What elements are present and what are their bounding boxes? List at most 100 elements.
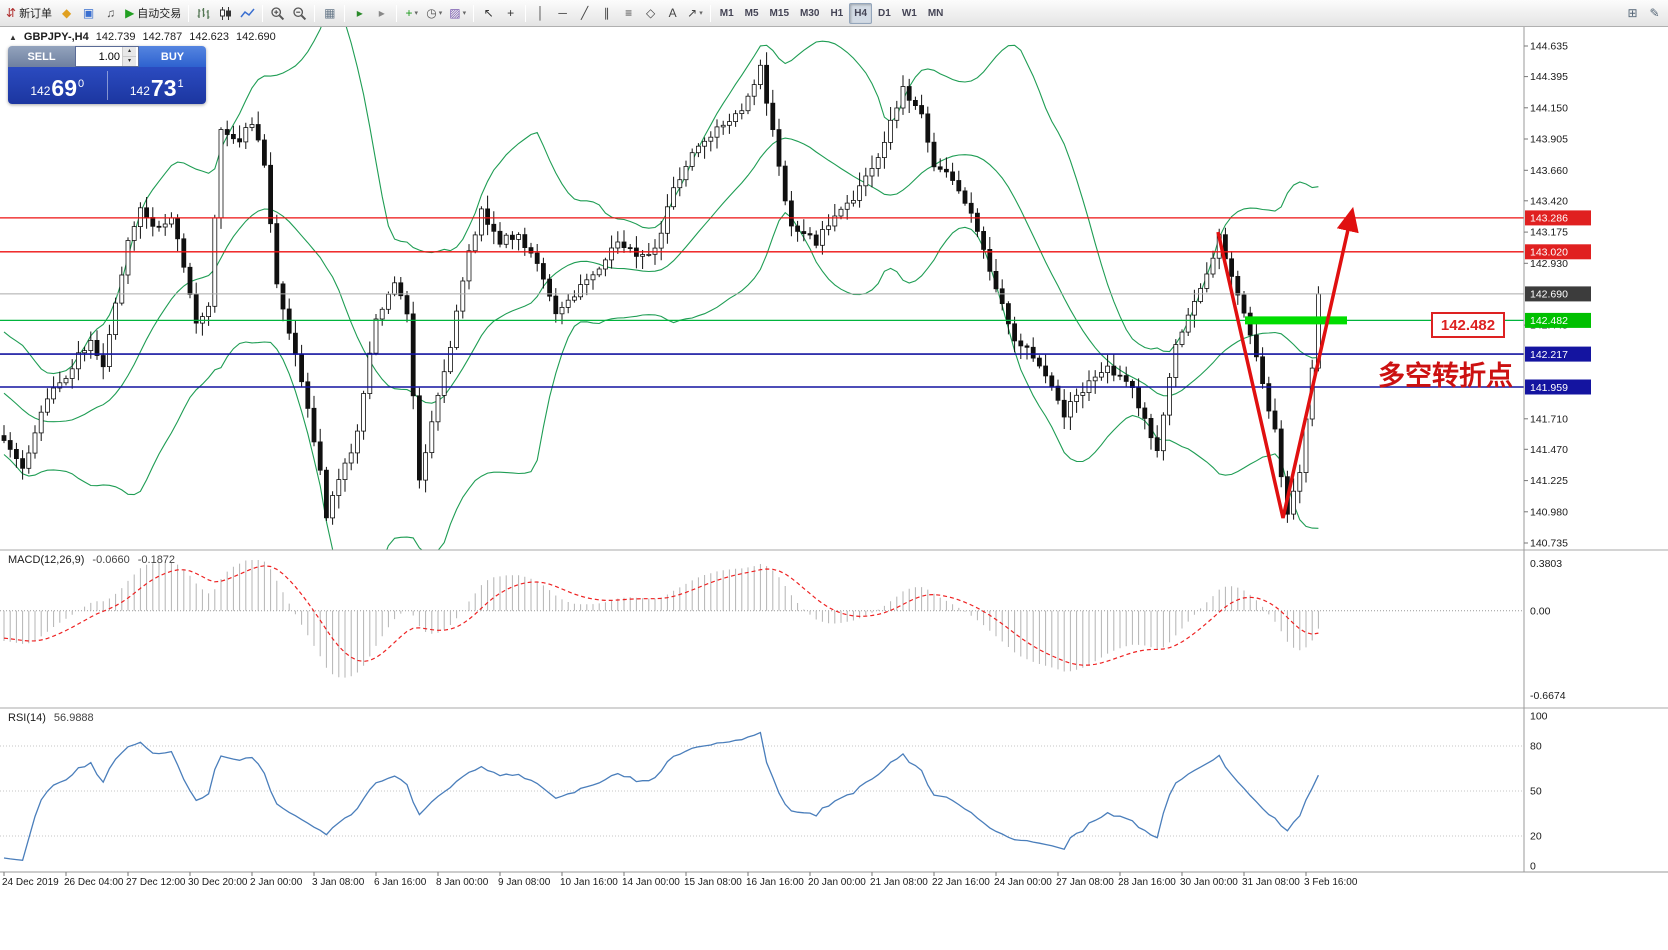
volume-down-button[interactable]: ▾ [123,56,136,66]
tile-windows-icon[interactable]: ▦ [319,3,340,24]
buy-button[interactable]: BUY [139,46,206,67]
templates-icon: ▨ [449,6,461,20]
channel-icon: ∥ [603,6,610,20]
svg-text:20: 20 [1530,831,1542,843]
svg-text:144.635: 144.635 [1530,41,1568,53]
new-chart-icon: ⊞ [1627,6,1638,20]
chart-edit-icon[interactable]: ✎ [1644,3,1665,24]
templates-icon[interactable]: ▨ ▾ [446,3,469,24]
indicators-icon[interactable]: + ▾ [401,3,422,24]
channel-icon[interactable]: ∥ [596,3,617,24]
volume-input[interactable] [76,47,122,66]
text-icon[interactable]: A [662,3,683,24]
candlestick-chart-icon[interactable] [215,3,236,24]
timeframe-mn-button[interactable]: MN [927,7,944,19]
new-order-button: ⇵ [6,6,17,20]
sell-price-pips: 69 [51,75,77,102]
svg-text:30 Dec 20:00: 30 Dec 20:00 [188,877,248,888]
collapse-trade-panel-icon[interactable]: ▲ [9,32,17,42]
autotrading-button[interactable]: ▶ 自动交易 [122,3,184,24]
rsi-line [3,731,1319,862]
svg-text:143.020: 143.020 [1530,247,1568,259]
ohlc-high: 142.787 [142,31,183,43]
chart-canvas[interactable]: 多空转折点 142.482 144.635 144.395 144.150 143.905… [0,27,1668,950]
candlestick-chart-icon [218,6,233,21]
sell-price-base: 142 [30,84,51,98]
time-axis[interactable]: 24 Dec 2019 26 Dec 04:00 27 Dec 12:00 30 De… [0,871,1668,888]
timeframe-m1-button[interactable]: M1 [719,7,734,19]
sell-button[interactable]: SELL [8,46,75,67]
price-axis[interactable]: 144.635 144.395 144.150 143.905 143.660 143.4… [1523,27,1591,873]
crosshair-icon: + [507,6,515,20]
timeframe-h1-button[interactable]: H1 [830,7,844,19]
toolbar-separator [188,4,190,22]
zoom-out-icon[interactable] [289,3,310,24]
depth-of-market-icon[interactable]: ▣ [78,3,99,24]
svg-text:144.395: 144.395 [1530,71,1568,83]
line-chart-icon[interactable] [237,3,258,24]
sell-price-frac: 0 [78,78,85,90]
auto-scroll-icon[interactable]: ▸ [349,3,370,24]
new-order-button[interactable]: ⇵ 新订单 [3,3,55,24]
tile-windows-icon: ▦ [324,6,336,20]
timeframe-h4-button[interactable]: H4 [849,2,873,24]
bid-ask-prices: 142 69 0 142 73 1 [8,67,206,104]
bar-chart-icon [196,6,211,21]
volume-spinner: ▴ ▾ [122,47,136,66]
chart-drawings[interactable]: 多空转折点 142.482 [1216,206,1513,519]
macd-name: MACD(12,26,9) [8,554,85,566]
fibonacci-icon[interactable]: ≡ [618,3,639,24]
arrows-icon: ↗ [687,6,698,20]
line-chart-icon [240,6,255,21]
volume-up-button[interactable]: ▴ [123,47,136,56]
svg-text:8 Jan 00:00: 8 Jan 00:00 [436,877,489,888]
svg-text:50: 50 [1530,786,1542,798]
zoom-in-icon[interactable] [267,3,288,24]
periods-icon[interactable]: ◷ ▾ [423,3,445,24]
svg-text:20 Jan 00:00: 20 Jan 00:00 [808,877,866,888]
cursor-icon[interactable]: ↖ [478,3,499,24]
horizontal-line-icon[interactable]: ─ [552,3,573,24]
price-callout-text: 142.482 [1441,317,1495,334]
chart-edit-icon: ✎ [1649,6,1660,20]
svg-text:142.482: 142.482 [1530,315,1568,327]
buy-price-frac: 1 [177,78,184,90]
svg-text:6 Jan 16:00: 6 Jan 16:00 [374,877,427,888]
bar-chart-icon[interactable] [193,3,214,24]
timeframe-m15-button[interactable]: M15 [769,7,789,19]
buy-price-display[interactable]: 142 73 1 [108,67,207,104]
shapes-icon[interactable]: ◇ [640,3,661,24]
svg-text:22 Jan 16:00: 22 Jan 16:00 [932,877,990,888]
auto-scroll-icon: ▸ [356,6,363,20]
timeframe-w1-button[interactable]: W1 [901,7,917,19]
svg-text:2 Jan 00:00: 2 Jan 00:00 [250,877,303,888]
rsi-name: RSI(14) [8,712,46,724]
horizontal-level-lines[interactable] [0,217,1524,388]
toolbar: ⇵ 新订单 ◆ ▣ ♫ ▶ 自动交易 ▦ ▸ ▸ + ▾ ◷ ▾ ▨ ▾ ↖ + │ ─ ╱ ∥ ≡ ◇ A ↗ ▾ M1 M5 M15 M… [0,0,1668,27]
arrows-icon[interactable]: ↗ ▾ [684,3,706,24]
toolbar-separator [709,4,711,22]
symbols-icon[interactable]: ◆ [56,3,77,24]
svg-text:27 Jan 08:00: 27 Jan 08:00 [1056,877,1114,888]
indicators-icon: + [405,6,413,20]
sell-price-display[interactable]: 142 69 0 [8,67,107,104]
timeframe-m30-button[interactable]: M30 [800,7,820,19]
trendline-icon[interactable]: ╱ [574,3,595,24]
vertical-line-icon[interactable]: │ [530,3,551,24]
volume-field: ▴ ▾ [75,46,139,67]
price-divider [106,71,108,100]
new-chart-icon[interactable]: ⊞ [1622,3,1643,24]
alerts-icon[interactable]: ♫ [100,3,121,24]
toolbar-separator [525,4,527,22]
macd-signal-value: -0.1872 [137,554,176,566]
chart-shift-icon[interactable]: ▸ [371,3,392,24]
timeframe-d1-button[interactable]: D1 [878,7,891,19]
svg-text:3 Feb 16:00: 3 Feb 16:00 [1304,877,1358,888]
toolbar-separator [344,4,346,22]
timeframe-m5-button[interactable]: M5 [744,7,759,19]
macd-panel [0,560,1524,678]
shapes-icon: ◇ [646,6,656,20]
vertical-line-icon: │ [536,6,545,20]
alerts-icon: ♫ [106,6,116,20]
crosshair-icon[interactable]: + [500,3,521,24]
